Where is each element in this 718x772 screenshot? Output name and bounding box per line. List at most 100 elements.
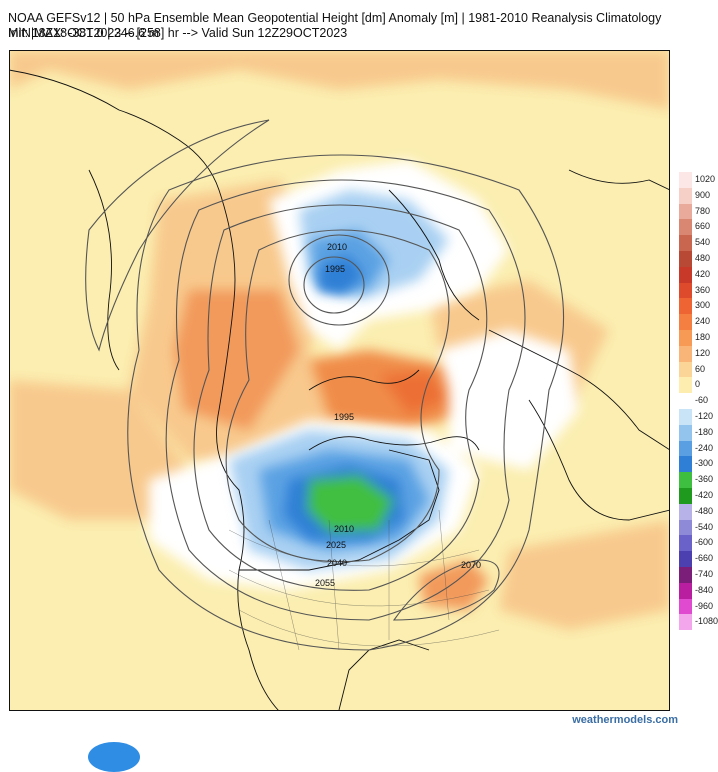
colorbar-swatch <box>679 440 692 457</box>
colorbar-entry: -360 <box>676 472 718 488</box>
colorbar-entry: -300 <box>676 456 718 473</box>
colorbar-entry: -480 <box>676 503 718 520</box>
colorbar-label: 120 <box>695 347 711 358</box>
colorbar-swatch <box>679 266 692 283</box>
colorbar-label: -740 <box>695 568 714 579</box>
colorbar-entry: 120 <box>676 345 718 362</box>
colorbar-swatch <box>679 408 692 425</box>
colorbar-entry: 240 <box>676 314 718 330</box>
init-valid-time: Init: 18Z18OCT2023 -- [258] hr --> Valid… <box>8 26 348 40</box>
colorbar-swatch <box>679 598 692 615</box>
anomaly-fill-negative-strong <box>284 255 404 540</box>
colorbar-label: -360 <box>695 474 714 485</box>
colorbar-entry: -540 <box>676 519 718 536</box>
contour-label: 2070 <box>461 560 481 570</box>
colorbar-legend: 1020 900 780 660 540 480 420 360 300 240 180 120 60 0… <box>676 172 718 631</box>
colorbar-entry: -840 <box>676 582 718 599</box>
contour-label: 1995 <box>325 264 345 274</box>
contour-label: 2025 <box>326 540 346 550</box>
colorbar-swatch <box>679 219 692 236</box>
colorbar-swatch <box>679 172 692 188</box>
colorbar-swatch <box>679 424 692 441</box>
colorbar-label: 660 <box>695 221 711 232</box>
colorbar-entry: -1080 <box>676 614 718 631</box>
colorbar-entry: 300 <box>676 298 718 315</box>
contour-labels: 2010 1995 1995 2010 2025 2040 2055 2070 <box>315 242 481 588</box>
anomaly-map: 2010 1995 1995 2010 2025 2040 2055 2070 <box>9 50 670 711</box>
colorbar-swatch <box>679 329 692 346</box>
colorbar-swatch <box>679 250 692 267</box>
min-max-readout: MIN|MAX: -381.0 | 246.6 m <box>8 26 159 40</box>
colorbar-swatch <box>679 393 692 409</box>
contour-label: 2010 <box>334 524 354 534</box>
contour-label: 1995 <box>334 412 354 422</box>
colorbar-swatch <box>679 472 692 488</box>
colorbar-entry: 180 <box>676 329 718 346</box>
colorbar-swatch <box>679 456 692 473</box>
colorbar-label: -1080 <box>695 616 718 627</box>
colorbar-swatch <box>679 519 692 536</box>
contour-label: 2010 <box>327 242 347 252</box>
colorbar-entry: 900 <box>676 187 718 204</box>
map-frame <box>9 50 670 711</box>
colorbar-entry: -740 <box>676 566 718 583</box>
colorbar-label: -300 <box>695 458 714 469</box>
colorbar-label: 0 <box>695 379 701 390</box>
colorbar-label: -660 <box>695 553 714 564</box>
colorbar-label: -540 <box>695 521 714 532</box>
colorbar-label: 180 <box>695 331 711 342</box>
contour-label: 2055 <box>315 578 335 588</box>
contour-label: 2040 <box>327 558 347 568</box>
colorbar-label: 60 <box>695 363 706 374</box>
map-title: NOAA GEFSv12 | 50 hPa Ensemble Mean Geop… <box>8 11 662 25</box>
coastlines <box>9 69 670 711</box>
colorbar-swatch <box>679 314 692 330</box>
colorbar-entry: -240 <box>676 440 718 457</box>
colorbar-entry: 0 <box>676 377 718 394</box>
colorbar-label: 540 <box>695 237 711 248</box>
colorbar-entry: 480 <box>676 250 718 267</box>
colorbar-entry: -960 <box>676 598 718 615</box>
colorbar-swatch <box>679 298 692 315</box>
colorbar-label: -480 <box>695 505 714 516</box>
colorbar-label: 480 <box>695 252 711 263</box>
colorbar-swatch <box>679 282 692 299</box>
colorbar-swatch <box>679 203 692 220</box>
colorbar-swatch <box>679 487 692 504</box>
colorbar-entry: 60 <box>676 361 718 378</box>
colorbar-label: -180 <box>695 426 714 437</box>
colorbar-entry: -600 <box>676 535 718 552</box>
colorbar-entry: 420 <box>676 266 718 283</box>
colorbar-entry: 780 <box>676 203 718 220</box>
height-contours <box>85 119 564 651</box>
colorbar-entry: -60 <box>676 393 718 409</box>
anomaly-fill-positive-strong <box>174 290 489 610</box>
colorbar-swatch <box>679 566 692 583</box>
colorbar-swatch <box>679 361 692 378</box>
colorbar-label: 300 <box>695 300 711 311</box>
colorbar-label: -60 <box>695 395 709 406</box>
colorbar-swatch <box>679 377 692 394</box>
colorbar-label: 420 <box>695 268 711 279</box>
colorbar-swatch <box>679 235 692 251</box>
colorbar-label: -600 <box>695 537 714 548</box>
colorbar-swatch <box>679 503 692 520</box>
colorbar-entry: -120 <box>676 408 718 425</box>
graticule <box>228 509 500 651</box>
colorbar-label: 240 <box>695 316 711 327</box>
floating-action-button[interactable] <box>88 742 140 772</box>
colorbar-label: 1020 <box>695 174 716 184</box>
colorbar-swatch <box>679 345 692 362</box>
colorbar-label: -420 <box>695 489 714 500</box>
colorbar-swatch <box>679 614 692 631</box>
colorbar-entry: -180 <box>676 424 718 441</box>
colorbar-label: 900 <box>695 189 711 200</box>
colorbar-entry: 360 <box>676 282 718 299</box>
credit-watermark: weathermodels.com <box>572 714 678 726</box>
colorbar-label: -840 <box>695 584 714 595</box>
colorbar-label: -960 <box>695 600 714 611</box>
colorbar-swatch <box>679 582 692 599</box>
colorbar-entry: -660 <box>676 551 718 567</box>
colorbar-swatch <box>679 535 692 552</box>
colorbar-entry: 540 <box>676 235 718 251</box>
